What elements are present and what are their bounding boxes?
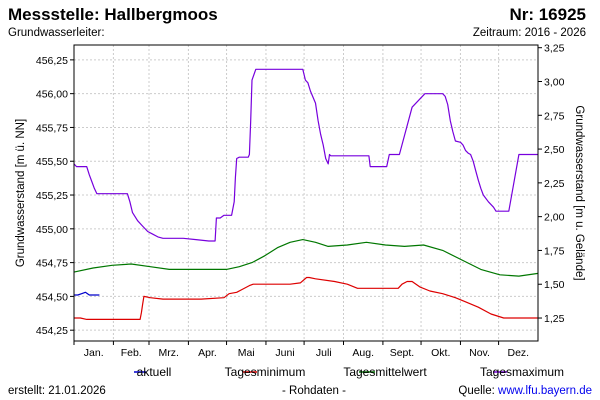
right-y-tick-label: 2,00 [544, 212, 565, 224]
month-label: Mrz. [158, 347, 178, 359]
series-line-aktuell [74, 291, 100, 296]
legend-label-tagesmaximum: Tagesmaximum [480, 365, 564, 379]
left-y-tick-label: 456,25 [36, 55, 68, 67]
right-y-tick-label: 2,25 [544, 178, 565, 190]
station-title: Messstelle: Hallbergmoos [8, 5, 218, 24]
left-y-tick-label: 454,25 [36, 325, 68, 337]
left-axis-title: Grundwasserstand [m ü. NN] [15, 119, 27, 267]
right-y-tick-label: 3,25 [544, 43, 565, 55]
month-label: Apr. [198, 347, 217, 359]
right-y-tick-label: 3,00 [544, 76, 565, 88]
right-y-tick-label: 2,50 [544, 144, 565, 156]
axis-layer: 454,25 454,50 454,75 455,00 455,25 455,50 455,… [15, 43, 585, 359]
station-number: Nr: 16925 [509, 5, 586, 24]
series-line-tagesmittelwert [73, 239, 539, 277]
right-y-tick-label: 1,50 [544, 279, 565, 291]
created-date: erstellt: 21.01.2026 [8, 385, 106, 397]
grid-layer [74, 45, 538, 341]
source-label: Quelle: [458, 385, 499, 397]
month-label: Jan. [84, 347, 104, 359]
left-y-tick-label: 456,00 [36, 89, 68, 101]
legend-label-tagesminimum: Tagesminimum [225, 365, 306, 379]
month-label: Feb. [121, 347, 142, 359]
period-label: Zeitraum: 2016 - 2026 [472, 27, 586, 39]
right-axis-title: Grundwasserstand [m u. Gelände] [573, 105, 585, 280]
legend-label-aktuell: aktuell [137, 365, 172, 379]
month-label: Aug. [352, 347, 374, 359]
month-label: Dez. [507, 347, 529, 359]
legend-label-tagesmittelwert: Tagesmittelwert [343, 365, 427, 379]
month-label: Juli [316, 347, 332, 359]
left-y-tick-label: 455,75 [36, 122, 68, 134]
legend: aktuell Tagesminimum Tagesmittelwert Tagesm… [134, 365, 564, 379]
series-line-tagesminimum [74, 276, 538, 320]
left-y-tick-label: 454,75 [36, 258, 68, 270]
source-block: Quelle: www.lfu.bayern.de [458, 385, 592, 397]
series-layer [73, 68, 539, 320]
series-line-tagesmaximum [73, 68, 538, 242]
plot-frame [73, 44, 539, 342]
left-y-tick-label: 454,50 [36, 291, 68, 303]
month-label: Mai [238, 347, 255, 359]
left-y-tick-label: 455,50 [36, 156, 68, 168]
right-y-tick-label: 2,75 [544, 110, 565, 122]
raw-data-label: - Rohdaten - [282, 385, 346, 397]
left-y-tick-label: 455,00 [36, 224, 68, 236]
left-y-tick-label: 455,25 [36, 190, 68, 202]
aquifer-label: Grundwasserleiter: [8, 27, 105, 39]
right-y-tick-label: 1,25 [544, 313, 565, 325]
month-label: Sept. [390, 347, 415, 359]
month-label: Okt. [431, 347, 450, 359]
month-label: Juni [275, 347, 294, 359]
right-y-tick-label: 1,75 [544, 245, 565, 257]
source-link[interactable]: www.lfu.bayern.de [498, 385, 592, 397]
month-label: Nov. [469, 347, 490, 359]
